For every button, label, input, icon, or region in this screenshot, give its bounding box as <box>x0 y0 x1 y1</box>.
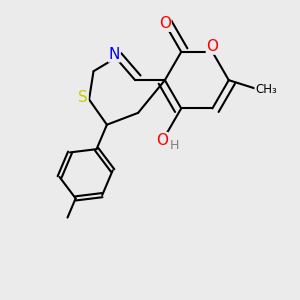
Text: O: O <box>159 16 171 31</box>
Text: O: O <box>156 133 168 148</box>
Text: N: N <box>109 47 120 62</box>
Text: CH₃: CH₃ <box>255 82 277 96</box>
Text: H: H <box>170 139 179 152</box>
Text: O: O <box>206 39 218 54</box>
Text: S: S <box>78 91 88 106</box>
